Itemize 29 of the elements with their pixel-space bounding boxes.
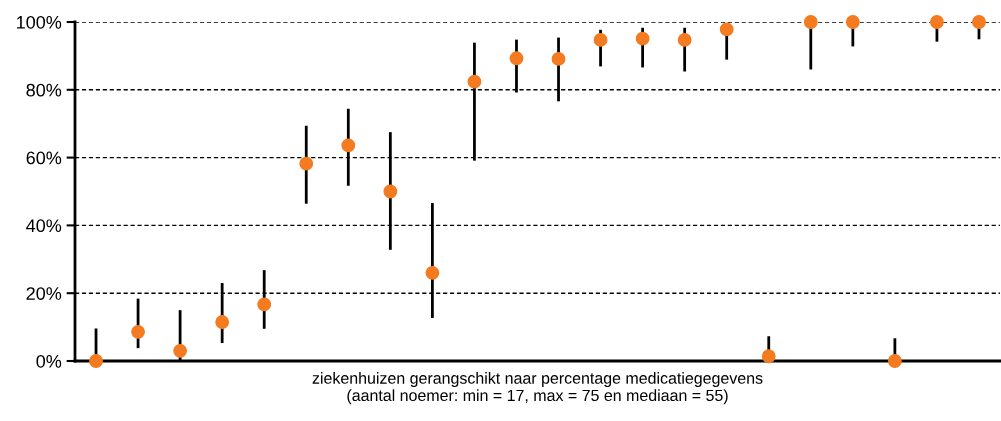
point <box>845 15 860 29</box>
point <box>341 138 356 153</box>
y-tick-label: 0% <box>36 354 62 368</box>
point <box>719 22 734 37</box>
point <box>131 324 145 339</box>
x-axis-title: ziekenhuizen gerangschikt naar percentage medicatiegegevens (aantal noemer: min = 17, max = 75 en mediaan = 55) <box>312 372 763 405</box>
point <box>425 265 440 280</box>
point <box>677 33 692 47</box>
point <box>509 51 524 66</box>
point <box>803 15 818 29</box>
point <box>887 354 902 368</box>
point <box>467 74 482 89</box>
point <box>930 15 944 29</box>
point <box>972 15 986 29</box>
point <box>257 297 272 312</box>
point <box>89 354 103 368</box>
point <box>383 184 398 199</box>
y-tick-label: 80% <box>26 83 62 97</box>
point <box>593 33 608 47</box>
point <box>635 31 650 46</box>
y-tick-label: 20% <box>26 287 62 300</box>
point <box>761 349 776 364</box>
point <box>551 52 566 66</box>
point <box>173 343 188 358</box>
y-tick-label: 60% <box>26 151 62 165</box>
y-tick-label: 40% <box>26 219 62 233</box>
point <box>215 315 230 329</box>
point <box>299 156 314 171</box>
y-tick-label: 100% <box>17 15 62 29</box>
